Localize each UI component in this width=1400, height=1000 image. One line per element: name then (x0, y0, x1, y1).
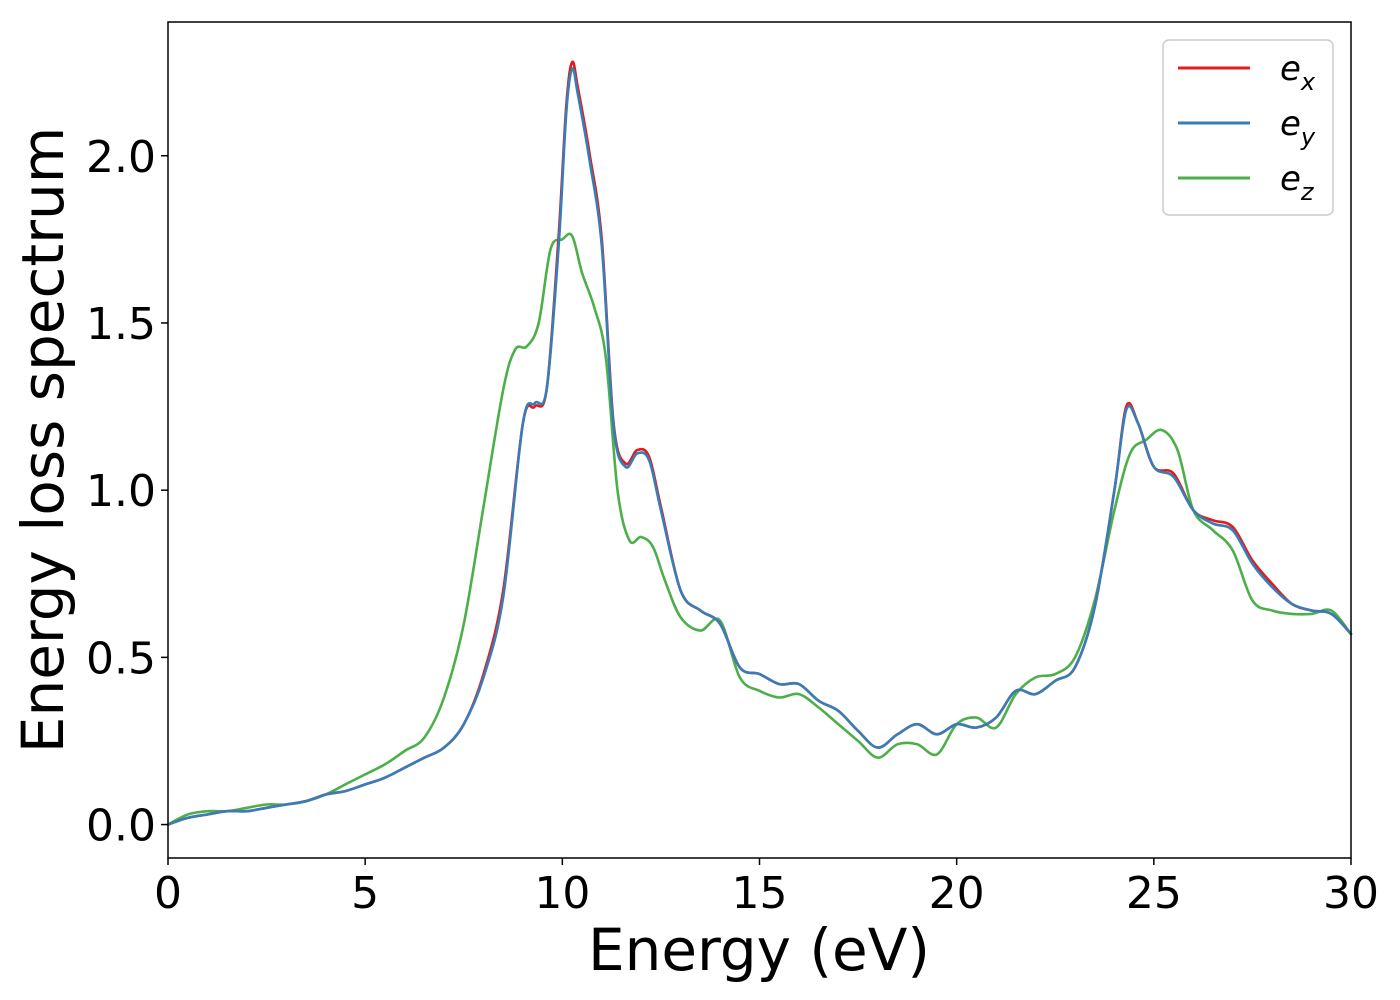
y-tick-label: 1.0 (86, 466, 156, 517)
x-axis-label: Energy (eV) (588, 916, 930, 984)
x-tick-label: 15 (732, 868, 788, 919)
x-tick-label: 25 (1126, 868, 1182, 919)
y-axis: 0.0 0.5 1.0 1.5 2.0 (86, 132, 168, 852)
plot-lines (166, 60, 1353, 826)
y-tick-label: 0.0 (86, 801, 156, 852)
legend-label-ey: ey (1280, 104, 1316, 151)
x-tick-label: 20 (929, 868, 985, 919)
y-axis-label: Energy loss spectrum (9, 127, 77, 753)
y-tick-label: 1.5 (86, 299, 156, 350)
y-tick-label: 2.0 (86, 132, 156, 183)
x-axis: 0 5 10 15 20 25 30 (154, 858, 1379, 919)
legend-box (1162, 39, 1334, 216)
y-tick-label: 0.5 (86, 633, 156, 684)
legend: ex ey ez (1162, 39, 1334, 216)
x-tick-label: 0 (154, 868, 182, 919)
series-line-ez (166, 232, 1353, 826)
legend-label-ez: ez (1280, 159, 1315, 206)
x-tick-label: 10 (534, 868, 590, 919)
x-tick-label: 30 (1323, 868, 1379, 919)
x-tick-label: 5 (351, 868, 379, 919)
series-line-ey (166, 67, 1353, 826)
legend-label-ex: ex (1280, 49, 1316, 96)
